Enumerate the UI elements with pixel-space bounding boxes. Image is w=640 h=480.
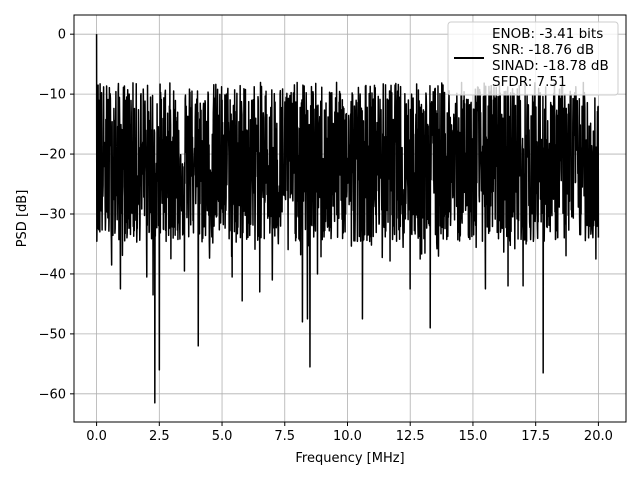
ticks: 0.0 2.5 5.0 7.5 10.0 12.5 15.0 17.5 20.0 0 −10 −20 −…	[39, 28, 613, 444]
legend-box	[447, 21, 619, 96]
x-tick-label: 5.0	[212, 429, 233, 444]
y-tick-label: −20	[39, 148, 66, 163]
psd-series-line	[95, 34, 600, 404]
y-tick-label: −60	[39, 387, 66, 402]
y-tick-label: −10	[39, 88, 66, 103]
x-tick-label: 17.5	[521, 429, 550, 444]
x-axis-label: Frequency [MHz]	[295, 451, 404, 466]
legend-entry-snr: SNR: -18.76 dB	[492, 42, 594, 58]
y-tick-label: −30	[39, 208, 66, 223]
x-tick-label: 20.0	[584, 429, 613, 444]
x-tick-label: 0.0	[86, 429, 107, 444]
x-tick-label: 10.0	[333, 429, 362, 444]
x-tick-label: 2.5	[149, 429, 170, 444]
legend-entry-sfdr: SFDR: 7.51	[492, 74, 567, 90]
y-tick-label: −50	[39, 327, 66, 342]
y-tick-label: 0	[58, 28, 66, 43]
x-tick-label: 12.5	[396, 429, 425, 444]
series-layer	[95, 34, 600, 404]
axes-frame	[73, 14, 627, 423]
legend: ENOB: -3.41 bits SNR: -18.76 dB SINAD: -…	[447, 21, 619, 96]
y-tick-label: −40	[39, 267, 66, 282]
x-tick-label: 15.0	[458, 429, 487, 444]
x-tick-label: 7.5	[274, 429, 295, 444]
legend-entry-enob: ENOB: -3.41 bits	[492, 26, 603, 42]
y-axis-label: PSD [dB]	[15, 190, 30, 248]
legend-entry-sinad: SINAD: -18.78 dB	[492, 58, 609, 74]
